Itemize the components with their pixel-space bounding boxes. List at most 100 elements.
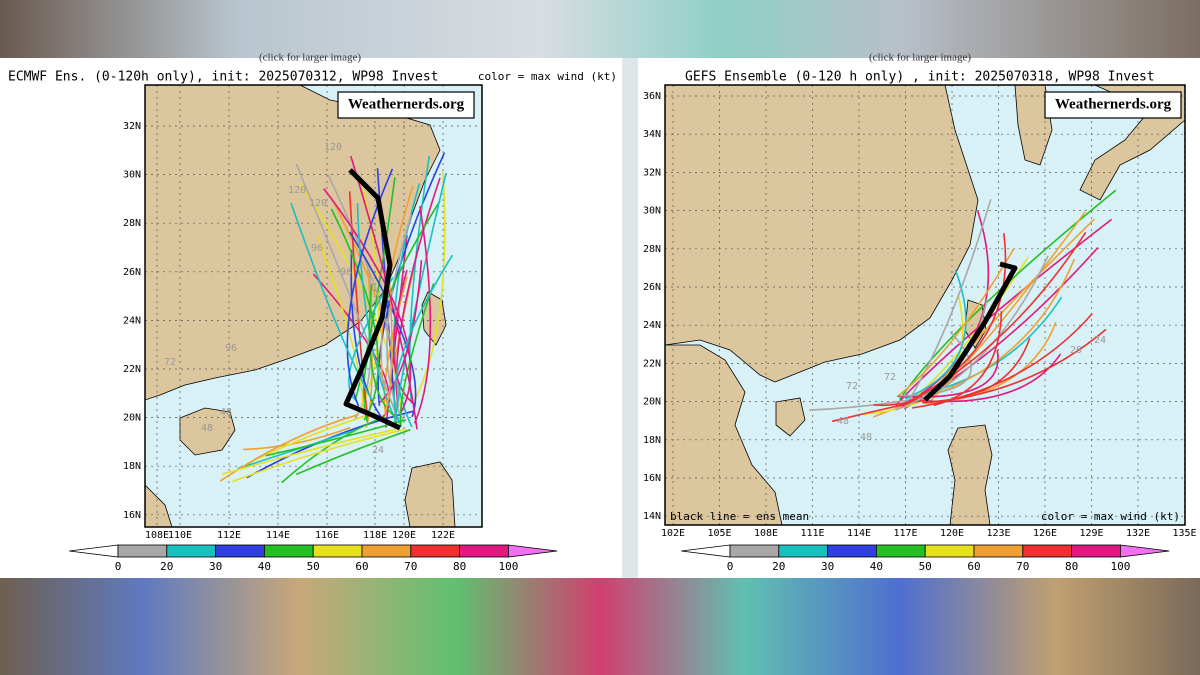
lon-label: 108E — [145, 530, 169, 541]
lat-label: 16N — [643, 473, 661, 484]
ensemble-track — [243, 426, 351, 451]
map-title: GEFS Ensemble (0-120 h only) , init: 202… — [685, 70, 1155, 85]
lon-label: 126E — [1033, 528, 1057, 539]
lon-label: 111E — [800, 528, 824, 539]
ensemble-track — [379, 260, 423, 403]
lat-label: 20N — [123, 413, 141, 424]
lon-label: 118E — [363, 530, 387, 541]
lat-label: 18N — [643, 435, 661, 446]
ensemble-track — [933, 321, 1057, 404]
colorbar-label: 20 — [160, 560, 173, 573]
colorbar-arrow — [508, 544, 558, 558]
ensemble-track — [897, 349, 999, 398]
lon-label: 112E — [217, 530, 241, 541]
ensemble-track — [237, 429, 356, 470]
lon-label: 129E — [1079, 528, 1103, 539]
ensemble-track — [295, 163, 402, 428]
colorbar-label: 100 — [1110, 560, 1130, 573]
ensemble-track — [281, 415, 386, 484]
track-hour-label: 48 — [837, 416, 849, 427]
colorbar-label: 60 — [967, 560, 980, 573]
track-hour-label: 48 — [220, 407, 232, 418]
lat-label: 14N — [643, 511, 661, 522]
track-hour-label: 72 — [164, 357, 176, 368]
colorbar-label: 30 — [209, 560, 222, 573]
lat-label: 24N — [643, 320, 661, 331]
lon-label: 114E — [847, 528, 871, 539]
lat-label: 32N — [643, 167, 661, 178]
colorbar-label: 70 — [404, 560, 417, 573]
ensemble-track — [393, 172, 447, 427]
colorbar-label: 30 — [821, 560, 834, 573]
lat-label: 20N — [643, 397, 661, 408]
wind-note: color = max wind (kt) — [1041, 510, 1180, 523]
lon-label: 114E — [266, 530, 290, 541]
ensemble-track — [905, 256, 1029, 406]
wind-note: color = max wind (kt) — [478, 70, 617, 83]
labels: (click for larger image) ECMWF Ens. (0-12… — [8, 52, 1197, 573]
colorbar-label: 60 — [355, 560, 368, 573]
lon-label: 102E — [661, 528, 685, 539]
lat-label: 22N — [123, 364, 141, 375]
ensemble-track — [902, 211, 990, 407]
caption: (click for larger image) — [259, 52, 361, 64]
land — [179, 407, 236, 456]
track-hour-label: 72 — [884, 372, 896, 383]
lat-label: 16N — [123, 510, 141, 521]
ensemble-mean — [923, 261, 1018, 402]
ensemble-track — [907, 199, 992, 403]
lat-label: 28N — [123, 218, 141, 229]
colorbar-label: 0 — [727, 560, 734, 573]
lon-label: 135E — [1172, 528, 1196, 539]
colorbar-label: 80 — [453, 560, 466, 573]
ensemble-track — [350, 250, 387, 424]
colorbar-segment — [1022, 544, 1072, 558]
colorbar-arrow — [1120, 544, 1170, 558]
ensemble-track — [905, 269, 967, 399]
colorbar-label: 50 — [919, 560, 932, 573]
ensemble-track — [930, 258, 1076, 397]
ensemble-track — [350, 155, 418, 430]
ensemble-track — [413, 171, 446, 401]
track-hour-label: 120 — [324, 142, 342, 153]
colorbar-segment — [410, 544, 460, 558]
map-frame — [144, 84, 483, 528]
track-hour-label: 24 — [1094, 335, 1106, 346]
lon-label: 116E — [315, 530, 339, 541]
watermark-box — [337, 91, 475, 119]
lat-label: 18N — [123, 461, 141, 472]
track-hour-label: 96 — [225, 343, 237, 354]
colorbar-label: 80 — [1065, 560, 1078, 573]
lat-label: 30N — [643, 206, 661, 217]
track-hour-label: 48 — [860, 432, 872, 443]
ensemble-track — [933, 311, 1003, 407]
watermark: Weathernerds.org — [348, 96, 465, 112]
track-hour-label: 120 — [309, 198, 327, 209]
mean-note: black line = ens mean — [670, 510, 809, 523]
lon-label: 120E — [392, 530, 416, 541]
lon-label: 110E — [168, 530, 192, 541]
grid — [145, 85, 482, 527]
colorbar-segment — [924, 544, 975, 558]
land — [775, 397, 806, 437]
lat-label: 28N — [643, 244, 661, 255]
ensemble-track — [393, 254, 454, 423]
colorbar-segment — [117, 544, 168, 558]
lat-label: 24N — [123, 315, 141, 326]
ensemble-track — [231, 428, 407, 483]
colorbar-segment — [166, 544, 217, 558]
ensemble-track — [922, 328, 1107, 404]
colorbar-label: 0 — [115, 560, 122, 573]
watermark: Weathernerds.org — [1055, 96, 1172, 112]
ensemble-track — [295, 429, 411, 476]
ensemble-track — [911, 313, 1093, 409]
ensemble-mean — [343, 168, 402, 431]
ensemble-track — [386, 214, 413, 422]
ensemble-track — [221, 428, 398, 476]
lon-label: 117E — [893, 528, 917, 539]
map-left — [144, 84, 483, 528]
colorbar-segment — [876, 544, 926, 558]
ensemble-track — [246, 411, 376, 465]
colorbar-segment — [361, 544, 412, 558]
